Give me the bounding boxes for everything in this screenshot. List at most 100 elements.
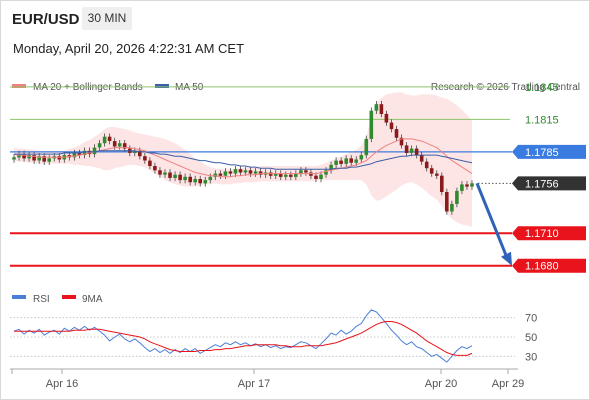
candle-body (32, 155, 36, 161)
candle-body (364, 138, 369, 156)
candle-body (218, 173, 223, 176)
candle-body (102, 136, 107, 144)
level-label-1.1710: 1.1710 (525, 228, 559, 240)
candle-body (419, 155, 424, 162)
ma50-line (14, 150, 473, 170)
candle-body (17, 154, 21, 158)
candle-body (47, 158, 51, 162)
candle-body (228, 171, 233, 174)
candle-body (183, 176, 187, 181)
candle-body (178, 174, 182, 181)
candle-body (424, 161, 429, 169)
candle-body (193, 179, 197, 183)
candle-body (450, 203, 454, 212)
rsi-legend-label: RSI (33, 294, 50, 305)
candle-body (133, 150, 137, 153)
candle-body (445, 192, 449, 212)
candle-body (153, 166, 157, 171)
candle-body (168, 172, 172, 178)
level-tag-1.1680 (512, 258, 586, 273)
candle-body (42, 156, 46, 162)
candle-body (399, 137, 404, 146)
candle-body (173, 174, 177, 178)
candle-body (158, 170, 162, 175)
candle-body (57, 156, 62, 160)
level-label-1.1845: 1.1845 (525, 82, 559, 94)
candle-body (344, 158, 348, 164)
candles (12, 100, 474, 215)
candle-body (369, 110, 374, 139)
candle-body (82, 150, 87, 156)
candle-body (329, 164, 333, 171)
rsi-ma-legend-label: 9MA (82, 294, 103, 305)
candle-body (117, 143, 122, 147)
candle-body (384, 113, 389, 123)
candle-body (435, 173, 439, 176)
level-tag-1.1710 (512, 226, 586, 241)
candle-body (319, 174, 323, 179)
forecast-arrow (475, 182, 512, 266)
x-label-1: Apr 17 (238, 378, 270, 390)
rsi-ma-legend-swatch (62, 295, 76, 299)
candle-body (143, 156, 147, 161)
candle-body (97, 143, 102, 148)
bollinger-legend-swatch (12, 84, 26, 88)
rsi-tick-70: 70 (525, 313, 537, 325)
candle-body (404, 145, 409, 153)
candle-body (359, 155, 364, 160)
candle-body (294, 173, 298, 177)
candle-body (339, 160, 343, 164)
candle-body (148, 160, 152, 166)
candle-body (354, 159, 358, 163)
candle-body (112, 141, 117, 147)
candle-body (314, 175, 318, 179)
level-label-1.1680: 1.1680 (525, 261, 559, 273)
candle-body (409, 148, 414, 153)
candle-body (223, 171, 228, 176)
datetime-label: Monday, April 20, 2026 4:22:31 AM CET (13, 41, 245, 56)
candle-body (188, 176, 192, 183)
candle-body (72, 153, 77, 158)
candle-body (27, 155, 31, 159)
candle-body (470, 183, 474, 187)
level-label-1.1756: 1.1756 (525, 178, 559, 190)
bollinger-band-fill (14, 92, 472, 227)
credit-label: Research © 2026 Trading Central (431, 82, 580, 93)
candle-body (92, 147, 97, 155)
rsi-legend-swatch (12, 295, 26, 299)
candle-body (208, 176, 213, 181)
candle-body (309, 172, 313, 176)
x-axis: Apr 16 Apr 17 Apr 20 Apr 29 (11, 369, 524, 390)
overlay-lines (13, 138, 473, 178)
candle-body (107, 136, 112, 141)
timeframe-button[interactable]: 30 MIN (82, 7, 132, 30)
candle-body (440, 175, 444, 192)
candle-body (77, 153, 82, 156)
instrument-title: EUR/USD (12, 11, 80, 28)
ma50-legend-label: MA 50 (175, 82, 204, 93)
candle-body (203, 180, 208, 184)
candle-body (299, 170, 303, 174)
level-label-1.1815: 1.1815 (525, 114, 559, 126)
bollinger-mid-line (13, 138, 473, 178)
candle-body (284, 174, 288, 177)
forecast-arrow-shaft (475, 182, 509, 259)
candle-body (278, 173, 283, 177)
candle-body (389, 122, 394, 130)
candle-body (12, 157, 16, 160)
candle-body (349, 158, 353, 163)
candle-body (334, 160, 338, 165)
rsi-tick-50: 50 (525, 332, 537, 344)
candle-body (455, 190, 459, 204)
x-label-2: Apr 20 (425, 378, 457, 390)
candle-body (268, 172, 273, 176)
candle-body (163, 172, 167, 175)
candle-body (22, 154, 26, 159)
candle-body (138, 150, 142, 157)
candle-body (122, 143, 127, 149)
candle-body (379, 104, 384, 114)
level-labels: 1.1845 1.1815 1.1785 1.1756 1.1710 1.1680 (512, 82, 586, 273)
rsi-series-9MA (14, 321, 473, 356)
candle-body (198, 179, 202, 184)
